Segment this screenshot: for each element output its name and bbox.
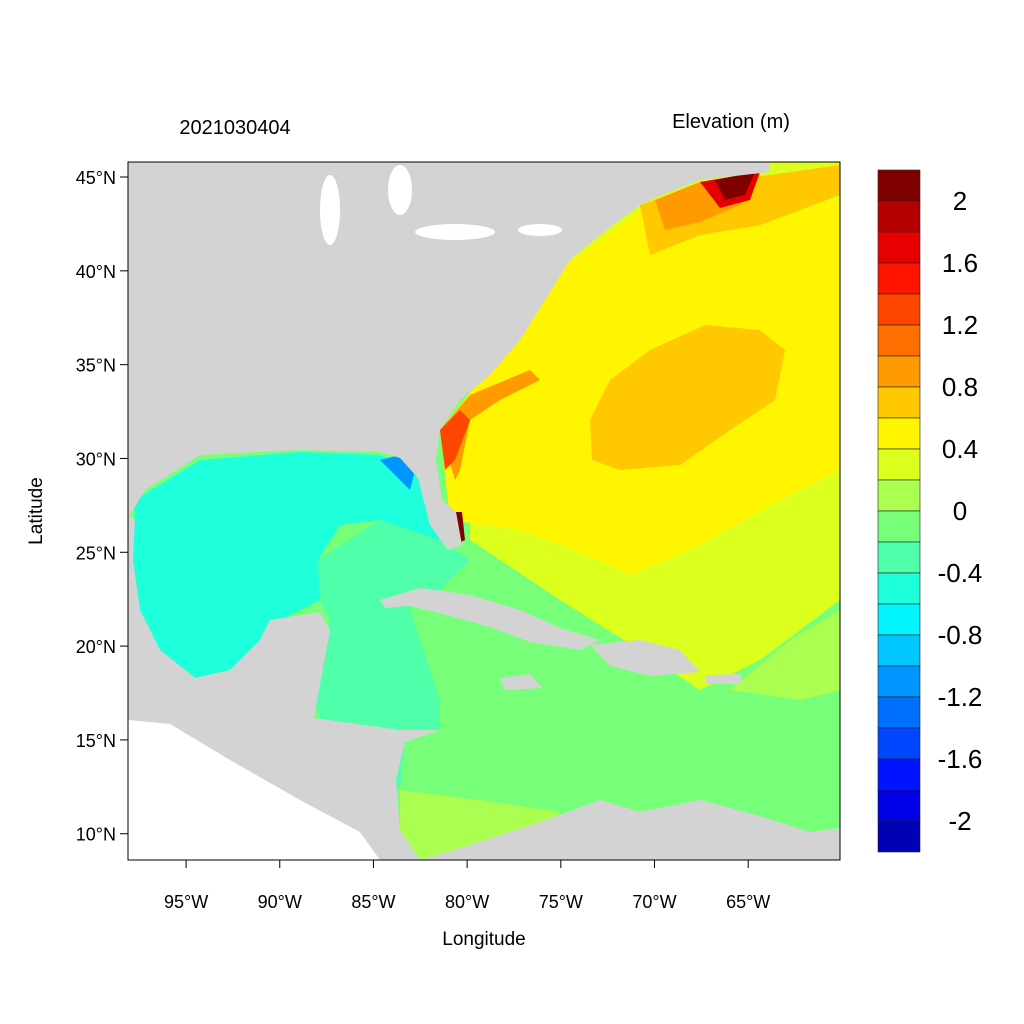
colorbar-label: 1.2	[942, 310, 978, 340]
colorbar-swatch	[877, 200, 921, 233]
colorbar-swatch	[877, 169, 921, 202]
colorbar-swatch	[877, 634, 921, 667]
colorbar-swatch	[877, 696, 921, 729]
jamaica-land	[500, 674, 542, 690]
colorbar-swatch	[877, 572, 921, 605]
y-tick-label: 25°N	[76, 543, 116, 563]
yucatan-channel-water	[312, 520, 470, 790]
colorbar-swatch	[877, 789, 921, 822]
timestamp-title: 2021030404	[179, 117, 290, 139]
lake-ontario	[518, 224, 562, 236]
northeast-high	[640, 165, 840, 255]
y-tick-label: 20°N	[76, 637, 116, 657]
y-tick-label: 45°N	[76, 168, 116, 188]
colorbar-swatch	[877, 448, 921, 481]
colorbar-swatch	[877, 665, 921, 698]
colorbar-swatch	[877, 758, 921, 791]
map-panel	[128, 162, 840, 860]
lake-huron	[388, 165, 412, 215]
colorbar-label: 2	[953, 186, 967, 216]
cuba-land	[380, 588, 600, 650]
colorbar-label: -1.6	[938, 744, 983, 774]
x-tick-label: 70°W	[632, 892, 676, 912]
colorbar-swatch	[877, 231, 921, 264]
colorbar-swatch	[877, 510, 921, 543]
colorbar-swatch	[877, 324, 921, 357]
colorbar-label: 0.4	[942, 434, 978, 464]
canada-maritimes-land	[640, 162, 770, 205]
colorbar-label: -2	[948, 806, 971, 836]
x-tick-label: 85°W	[351, 892, 395, 912]
x-axis-label: Longitude	[442, 929, 525, 950]
colorbar-label: -0.4	[938, 558, 983, 588]
colorbar-label: -0.8	[938, 620, 983, 650]
colorbar-swatch	[877, 355, 921, 388]
variable-title: Elevation (m)	[672, 111, 790, 133]
y-tick-label: 40°N	[76, 262, 116, 282]
colorbar-label: -1.2	[938, 682, 983, 712]
y-tick-label: 15°N	[76, 731, 116, 751]
colorbar-swatch	[877, 820, 921, 853]
gulf-stream-high	[590, 325, 785, 470]
colorbar-label: 0.8	[942, 372, 978, 402]
colorbar-swatch	[877, 293, 921, 326]
colorbar-swatch	[877, 386, 921, 419]
axes: 95°W 90°W 85°W 80°W 75°W 70°W 65°W 45°N 40°N 35°N…	[76, 168, 771, 912]
hispaniola-land	[590, 640, 700, 676]
atlantic-caribbean-east	[730, 610, 840, 700]
x-tick-label: 75°W	[539, 892, 583, 912]
colorbar-label: 0	[953, 496, 967, 526]
x-tick-label: 65°W	[726, 892, 770, 912]
colorbar-swatch	[877, 417, 921, 450]
x-tick-label: 80°W	[445, 892, 489, 912]
colorbar-swatch	[877, 479, 921, 512]
lake-erie	[415, 224, 495, 240]
colorbar: 2 1.6 1.2 0.8 0.4 0 -0.4 -0.8 -1.2 -1.6 -2	[877, 169, 983, 853]
y-tick-label: 30°N	[76, 449, 116, 469]
y-axis-label: Latitude	[26, 477, 47, 545]
southeast-coast-red	[440, 410, 470, 470]
gulf-of-mexico	[133, 452, 440, 678]
plot-frame	[127, 161, 841, 861]
colorbar-swatch	[877, 541, 921, 574]
x-tick-label: 90°W	[258, 892, 302, 912]
puerto-rico-land	[705, 674, 742, 684]
colorbar-swatch	[877, 727, 921, 760]
colorbar-swatch	[877, 262, 921, 295]
lake-michigan	[320, 175, 340, 245]
y-tick-label: 35°N	[76, 356, 116, 376]
south-america-land	[420, 800, 840, 860]
y-tick-label: 10°N	[76, 825, 116, 845]
maine-darkred	[715, 172, 755, 200]
x-tick-label: 95°W	[164, 892, 208, 912]
north-america-land	[128, 162, 640, 550]
colorbar-label: 1.6	[942, 248, 978, 278]
colorbar-swatch	[877, 603, 921, 636]
pacific-unmodeled	[128, 720, 380, 860]
